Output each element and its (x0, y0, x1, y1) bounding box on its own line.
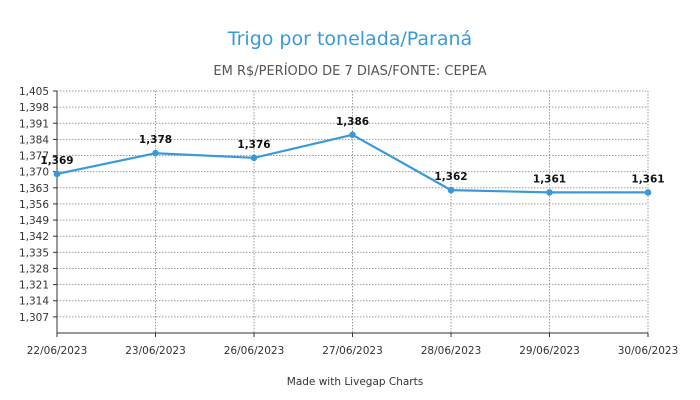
y-tick-label: 1,398 (19, 102, 49, 114)
y-tick-label: 1,377 (19, 151, 49, 163)
data-point (546, 189, 553, 196)
series-layer (53, 131, 652, 196)
x-tick-label: 28/06/2023 (421, 345, 482, 357)
y-tick-label: 1,363 (19, 183, 49, 195)
data-label: 1,376 (237, 139, 270, 151)
x-tick-label: 30/06/2023 (618, 345, 679, 357)
chart-title: Trigo por tonelada/Paraná (227, 28, 472, 50)
y-tick-label: 1,356 (19, 199, 49, 211)
credit-text: Made with Livegap Charts (287, 376, 423, 388)
data-label: 1,369 (40, 155, 73, 167)
y-tick-label: 1,307 (19, 312, 49, 324)
x-tick-label: 23/06/2023 (125, 345, 186, 357)
y-tick-label: 1,384 (19, 134, 49, 146)
chart-subtitle: EM R$/PERÍODO DE 7 DIAS/FONTE: CEPEA (213, 63, 486, 79)
data-point (152, 149, 159, 157)
y-tick-label: 1,391 (19, 118, 49, 130)
data-point (447, 186, 455, 194)
axis-layer: 1,307 1,314 1,321 1,328 1,335 1,342 1,349 1,356… (19, 86, 678, 357)
y-tick-label: 1,349 (19, 215, 49, 227)
label-layer: 1,369 1,378 1,376 1,386 1,362 1,361 1,361 (40, 116, 664, 186)
data-label: 1,361 (631, 173, 664, 185)
y-tick-label: 1,321 (19, 280, 49, 292)
y-tick-label: 1,314 (19, 296, 49, 308)
x-tick-label: 27/06/2023 (322, 345, 383, 357)
y-tick-label: 1,342 (19, 231, 49, 243)
data-point (644, 189, 652, 196)
y-tick-label: 1,335 (19, 247, 49, 259)
x-tick-label: 26/06/2023 (224, 345, 285, 357)
y-tick-label: 1,405 (19, 86, 49, 98)
data-point (250, 154, 258, 162)
data-label: 1,361 (533, 173, 566, 185)
data-label: 1,362 (434, 171, 467, 183)
x-tick-label: 29/06/2023 (519, 345, 580, 357)
x-tick-label: 22/06/2023 (27, 345, 88, 357)
data-label: 1,378 (139, 134, 172, 146)
data-point (53, 170, 61, 178)
y-tick-label: 1,328 (19, 263, 49, 275)
data-label: 1,386 (336, 116, 369, 128)
y-tick-label: 1,370 (19, 167, 49, 179)
data-point (349, 131, 356, 139)
